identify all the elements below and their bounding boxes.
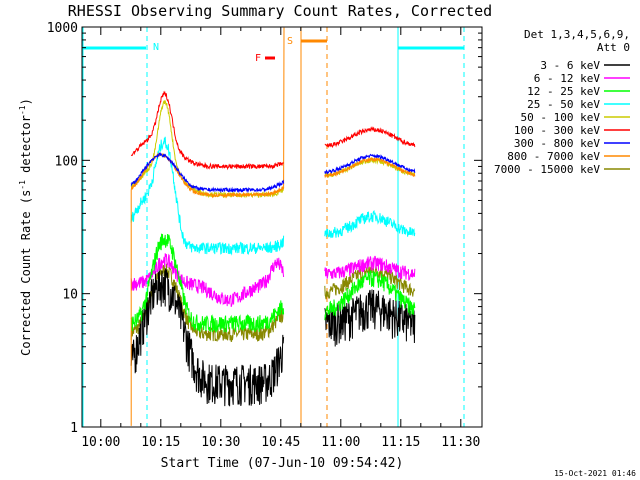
x-tick-label: 11:00 (321, 435, 360, 450)
y-axis: 1 10 100 1000 (47, 21, 482, 436)
series-line-1-b (324, 255, 416, 281)
y-tick-label: 10 (62, 288, 78, 303)
y-tick-label: 1000 (47, 21, 78, 36)
series-line-6-b (324, 153, 416, 175)
series-line-0-b (324, 289, 416, 347)
y-tick-label: 100 (55, 154, 78, 169)
series-line-5-a (130, 90, 284, 171)
y-axis-label-end: ) (19, 98, 33, 105)
legend-title-line2: Att 0 (597, 41, 630, 54)
legend-label: 50 - 100 keV (521, 111, 601, 124)
x-tick-label: 10:00 (81, 435, 120, 450)
x-tick-label: 10:45 (261, 435, 300, 450)
series-line-6-a (130, 151, 285, 194)
chart-title: RHESSI Observing Summary Count Rates, Co… (68, 2, 492, 20)
x-axis-label: Start Time (07-Jun-10 09:54:42) (161, 456, 404, 471)
series-line-0-a (130, 266, 285, 407)
y-axis-label-sup1: -1 (18, 180, 27, 190)
legend-label: 7000 - 15000 keV (494, 163, 600, 176)
legend-label: 3 - 6 keV (540, 59, 600, 72)
y-tick-label: 1 (70, 421, 78, 436)
legend-title-line1: Det 1,3,4,5,6,9, (524, 28, 630, 41)
legend-label: 100 - 300 keV (514, 124, 600, 137)
series-line-7-b (324, 156, 416, 179)
x-tick-label: 10:15 (141, 435, 180, 450)
series-line-7-a (130, 27, 285, 426)
plot-area: N S F (82, 27, 465, 427)
y-axis-label-start: Corrected Count Rate (s (19, 190, 33, 356)
x-axis: 10:00 10:15 10:30 10:45 11:00 11:15 11:30 (81, 27, 480, 450)
y-axis-label-sup2: -1 (18, 105, 27, 115)
series-line-2-b (324, 270, 416, 321)
series-line-2-a (130, 233, 285, 334)
series-line-1-a (130, 253, 285, 307)
legend-label: 25 - 50 keV (527, 98, 600, 111)
annotation-f: F (255, 53, 261, 64)
annotation-s: S (287, 36, 293, 47)
y-axis-label: Corrected Count Rate (s-1 detector-1) (18, 98, 33, 356)
legend-label: 12 - 25 keV (527, 85, 600, 98)
y-axis-label-mid: detector (19, 115, 33, 180)
legend-label: 6 - 12 keV (534, 72, 601, 85)
annotation-n: N (153, 42, 159, 53)
x-tick-label: 11:30 (441, 435, 480, 450)
x-tick-label: 10:30 (201, 435, 240, 450)
series-line-3-b (324, 210, 416, 239)
legend-label: 800 - 7000 keV (507, 150, 600, 163)
x-tick-label: 11:15 (381, 435, 420, 450)
series-line-5-b (324, 126, 416, 148)
series-line-3-a (130, 136, 285, 256)
legend-label: 300 - 800 keV (514, 137, 600, 150)
series-line-8-a (130, 263, 285, 343)
timestamp: 15-Oct-2021 01:46 (554, 469, 636, 478)
plot-frame (81, 26, 483, 428)
